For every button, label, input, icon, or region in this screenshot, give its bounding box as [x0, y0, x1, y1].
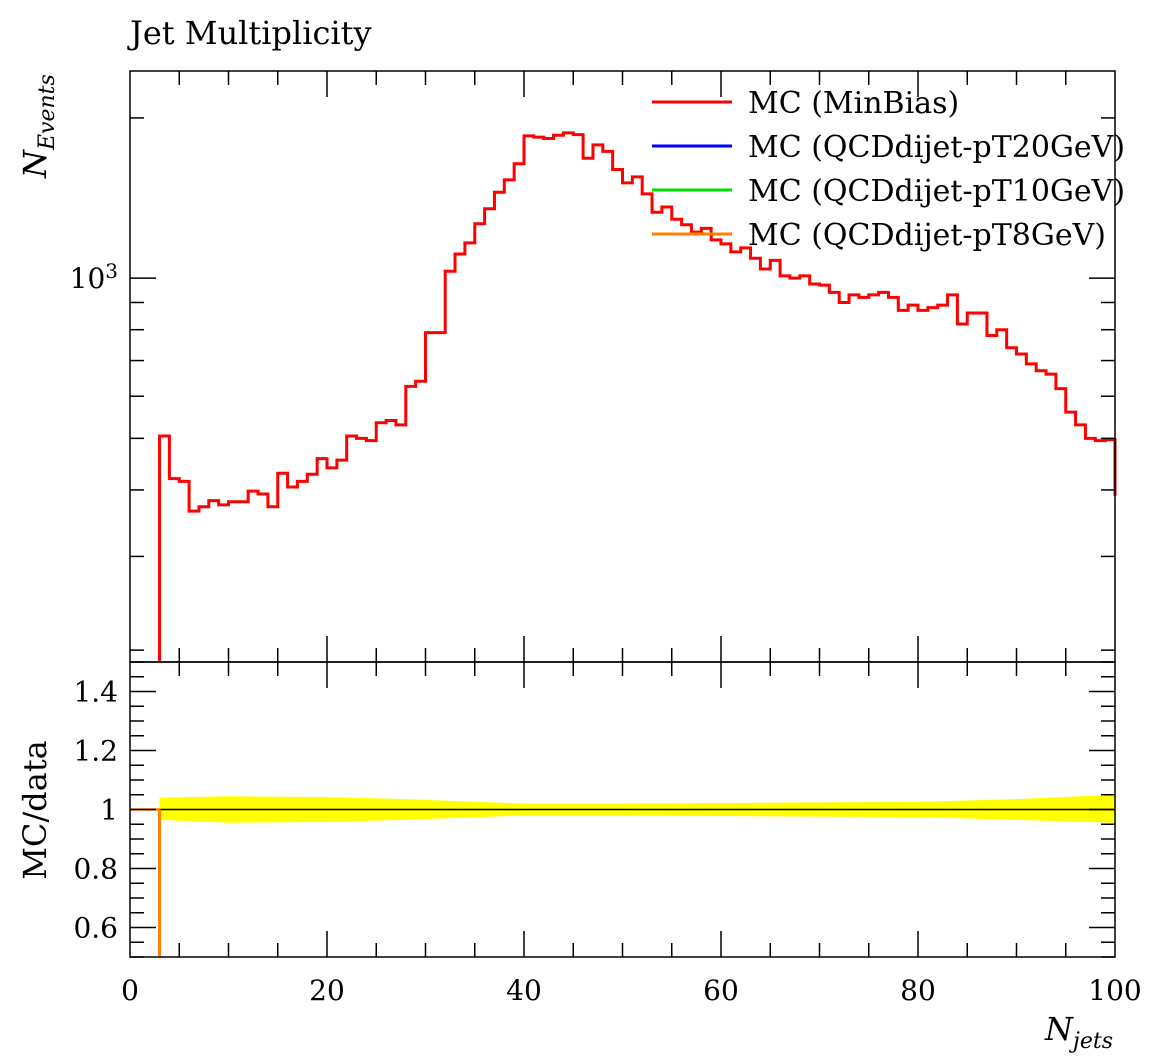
y-axis-label-sub: Events	[35, 74, 60, 151]
ratio-tick-label: 1.4	[73, 676, 118, 709]
y-axis-label: NEvents	[16, 74, 60, 179]
x-tick-label: 20	[309, 974, 345, 1007]
svg-text:NEvents: NEvents	[16, 74, 60, 179]
legend: MC (MinBias) MC (QCDdijet-pT20GeV) MC (QCD…	[652, 86, 1125, 253]
ratio-axis-label: MC/data	[16, 740, 54, 880]
legend-label: MC (QCDdijet-pT10GeV)	[748, 174, 1125, 209]
x-tick-label: 0	[121, 974, 139, 1007]
y-tick-label: 103	[70, 259, 118, 295]
x-tick-label: 40	[506, 974, 542, 1007]
ratio-axis-label-group: MC/data	[16, 740, 54, 880]
legend-label: MC (MinBias)	[748, 86, 959, 121]
legend-label: MC (QCDdijet-pT8GeV)	[748, 218, 1106, 253]
chart-title: Jet Multiplicity	[127, 14, 372, 52]
x-tick-label: 60	[703, 974, 739, 1007]
series-minbias-histogram	[158, 131, 1117, 662]
ratio-tick-label: 1	[100, 794, 118, 827]
ratio-tick-label: 0.6	[73, 912, 118, 945]
ratio-panel: 0 20 40 60 80 100 0.6 0.8 1 1.2 1.4	[73, 661, 1142, 1007]
ratio-tick-label: 0.8	[73, 853, 118, 886]
legend-label: MC (QCDdijet-pT20GeV)	[748, 130, 1125, 165]
y-axis-label-base: N	[16, 149, 54, 179]
x-tick-label: 80	[900, 974, 936, 1007]
ratio-tick-label: 1.2	[73, 735, 118, 768]
x-axis-label-sub: jets	[1068, 1029, 1113, 1054]
x-axis-label-base: N	[1044, 1010, 1074, 1048]
x-tick-label: 100	[1088, 974, 1141, 1007]
x-axis-label: Njets	[1044, 1010, 1113, 1054]
